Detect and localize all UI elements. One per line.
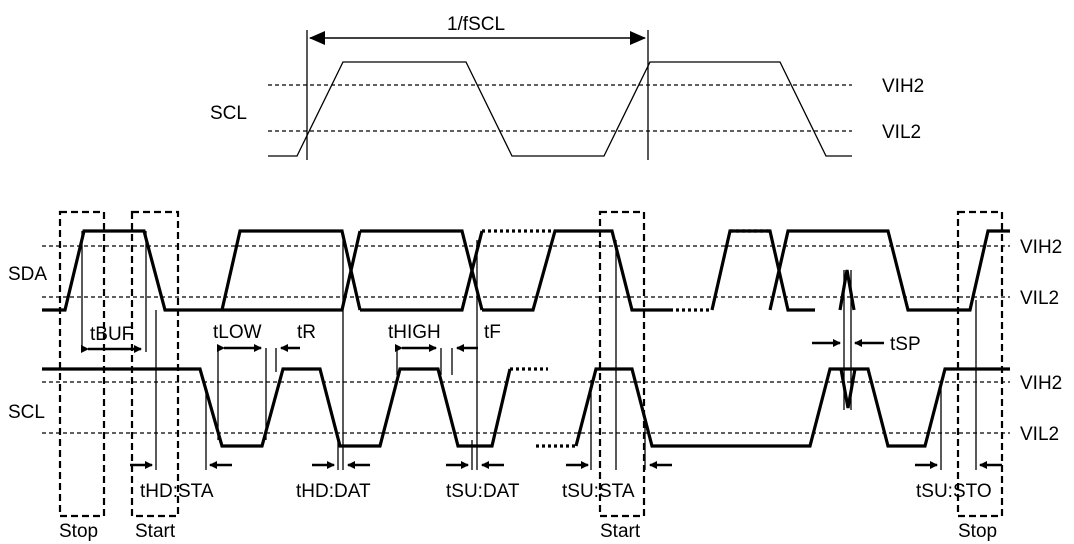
thigh-label: tHIGH <box>388 322 441 343</box>
start-box-right <box>598 210 646 518</box>
tsu-sto-label: tSU:STO <box>916 481 992 502</box>
timing-labels: tBUF tLOW tR tHIGH tF tSP tHD:STA tHD:DA… <box>90 322 992 502</box>
stop-label-left: Stop <box>59 521 98 542</box>
start-box-left <box>130 210 180 518</box>
tsu-dat-label: tSU:DAT <box>446 481 520 502</box>
thd-sta-label: tHD:STA <box>140 481 214 502</box>
top-vil-label: VIL2 <box>882 122 921 143</box>
scl-segment-2 <box>574 367 1010 448</box>
signal-labels: SDA SCL VIH2 VIL2 VIH2 VIL2 <box>8 237 1062 445</box>
tsp-label: tSP <box>890 334 921 355</box>
scl-vih-label: VIH2 <box>1020 373 1062 394</box>
period-label: 1/fSCL <box>447 14 505 35</box>
scl-vil-label: VIL2 <box>1020 424 1059 445</box>
sda-vil-label: VIL2 <box>1020 288 1059 309</box>
sda-bit-3 <box>482 229 670 312</box>
stop-label-right: Stop <box>958 521 997 542</box>
top-scl-waveform <box>268 61 852 157</box>
tf-label: tF <box>484 322 501 343</box>
sda-vih-label: VIH2 <box>1020 237 1062 258</box>
sda-bit-5-cross <box>768 229 1010 312</box>
bottom-thresholds <box>42 245 1010 434</box>
top-scl-label: SCL <box>210 103 247 124</box>
start-label-left: Start <box>135 521 176 542</box>
stop-box-left <box>58 210 106 518</box>
sda-label: SDA <box>8 264 47 285</box>
scl-waveform <box>42 367 1010 448</box>
tsu-sta-label: tSU:STA <box>562 481 635 502</box>
sda-bit-2-high <box>360 229 484 311</box>
stop-box-right <box>956 210 1004 518</box>
thd-dat-label: tHD:DAT <box>296 481 371 502</box>
reference-lines <box>81 231 977 470</box>
condition-labels: Stop Start Start Stop <box>59 521 997 542</box>
scl-label: SCL <box>8 402 45 423</box>
sda-glitch <box>838 269 856 311</box>
top-vih-label: VIH2 <box>882 76 924 97</box>
condition-boxes <box>58 210 1004 518</box>
sda-waveform <box>42 229 1010 410</box>
sda-bit-1-high <box>220 229 362 311</box>
scl-segment-1 <box>42 367 512 448</box>
start-label-right: Start <box>600 521 641 542</box>
tr-label: tR <box>297 322 316 343</box>
sda-segment-stop-start <box>42 229 222 312</box>
top-scl-section: 1/fSCL SCL VIH2 VIL2 <box>210 14 924 160</box>
scl-glitch <box>839 368 857 409</box>
sda-bit-1-low <box>222 230 362 312</box>
tbuf-label: tBUF <box>90 324 133 345</box>
timing-arrows <box>81 339 1002 469</box>
tlow-label: tLOW <box>213 322 262 343</box>
sda-bit-2-low <box>360 230 484 312</box>
sda-bit-4 <box>710 229 815 312</box>
